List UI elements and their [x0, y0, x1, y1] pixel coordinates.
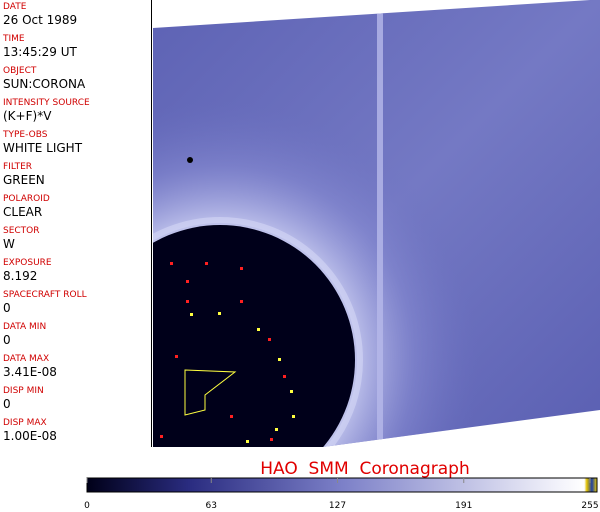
field-label: TYPE-OBS [3, 130, 48, 140]
field: POLAROID CLEAR [3, 194, 151, 226]
field-label: DATA MIN [3, 322, 47, 332]
field-value: (K+F)*V [3, 109, 52, 123]
field-value: GREEN [3, 173, 45, 187]
field: FILTER GREEN [3, 162, 151, 194]
field-value: 8.192 [3, 269, 38, 283]
field: INTENSITY SOURCE (K+F)*V [3, 98, 151, 130]
field-value: SUN:CORONA [3, 77, 86, 91]
field-label: INTENSITY SOURCE [3, 98, 90, 108]
field-value: 0 [3, 301, 11, 315]
field: DATA MIN 0 [3, 322, 151, 354]
info-panel: DATE 26 Oct 1989 TIME 13:45:29 UT OBJECT SUN:… [0, 0, 152, 447]
field: DISP MIN 0 [3, 386, 151, 418]
field-value: 3.41E-08 [3, 365, 57, 379]
field-label: SECTOR [3, 226, 40, 236]
field-value: 1.00E-08 [3, 429, 57, 443]
colorbar-ticks: 0 63 127 191 255 [84, 478, 599, 511]
field: TYPE-OBS WHITE LIGHT [3, 130, 151, 162]
field-label: DATE [3, 2, 27, 12]
field-label: EXPOSURE [3, 258, 52, 268]
colorbar-tick-label: 127 [329, 501, 346, 511]
caption: HAO SMM Coronagraph [260, 459, 469, 479]
colorbar-tick-label: 0 [84, 501, 90, 511]
field-label: DATA MAX [3, 354, 50, 364]
field-label: TIME [3, 34, 25, 44]
field: SECTOR W [3, 226, 151, 258]
colorbar-tick-label: 63 [206, 501, 217, 511]
field-label: SPACECRAFT ROLL [3, 290, 87, 300]
field-value: 26 Oct 1989 [3, 13, 78, 27]
field: TIME 13:45:29 UT [3, 34, 151, 66]
field: DISP MAX 1.00E-08 [3, 418, 151, 450]
colorbar-tick-label: 255 [581, 501, 598, 511]
field-label: POLAROID [3, 194, 50, 204]
field-label: DISP MAX [3, 418, 47, 428]
field-label: OBJECT [3, 66, 37, 76]
field-value: WHITE LIGHT [3, 141, 83, 155]
field: SPACECRAFT ROLL 0 [3, 290, 151, 322]
field-value: W [3, 237, 15, 251]
field: DATA MAX 3.41E-08 [3, 354, 151, 386]
field-label: DISP MIN [3, 386, 44, 396]
corona-image [153, 0, 600, 447]
field-value: CLEAR [3, 205, 43, 219]
field-value: 13:45:29 UT [3, 45, 77, 59]
field: EXPOSURE 8.192 [3, 258, 151, 290]
colorbar [86, 477, 598, 493]
colorbar-tick-label: 191 [455, 501, 472, 511]
field: DATE 26 Oct 1989 [3, 2, 151, 34]
field-value: 0 [3, 397, 11, 411]
field-value: 0 [3, 333, 11, 347]
field-label: FILTER [3, 162, 33, 172]
field: OBJECT SUN:CORONA [3, 66, 151, 98]
